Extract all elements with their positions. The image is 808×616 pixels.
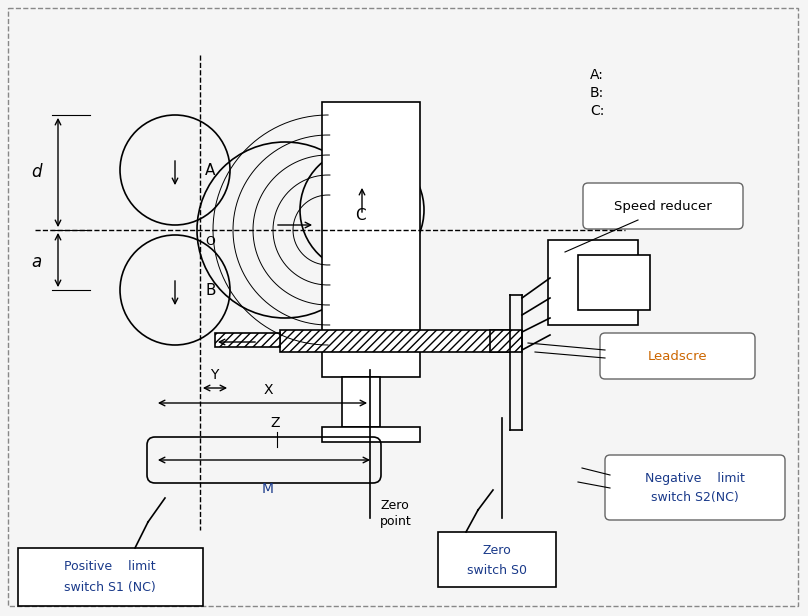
Text: Zero: Zero xyxy=(380,498,409,511)
Text: Speed reducer: Speed reducer xyxy=(614,200,712,213)
Text: a: a xyxy=(32,253,42,271)
Text: Positive    limit: Positive limit xyxy=(64,561,156,573)
Text: B: B xyxy=(205,283,216,298)
Text: O: O xyxy=(205,235,215,248)
Bar xyxy=(548,240,638,325)
Text: Y: Y xyxy=(210,368,218,382)
Bar xyxy=(438,532,556,587)
Text: C:: C: xyxy=(590,104,604,118)
Text: A:: A: xyxy=(590,68,604,82)
FancyBboxPatch shape xyxy=(600,333,755,379)
Bar xyxy=(18,548,203,606)
Text: A: A xyxy=(205,163,216,177)
FancyBboxPatch shape xyxy=(8,8,798,606)
Text: switch S2(NC): switch S2(NC) xyxy=(651,490,739,503)
Bar xyxy=(322,102,420,377)
Text: X: X xyxy=(263,383,273,397)
Bar xyxy=(322,427,420,442)
Text: M: M xyxy=(262,482,274,496)
Text: Leadscre: Leadscre xyxy=(648,349,708,362)
Text: Negative    limit: Negative limit xyxy=(645,471,745,485)
Text: C: C xyxy=(355,208,366,222)
Text: point: point xyxy=(380,516,412,529)
Bar xyxy=(280,330,510,352)
Bar xyxy=(490,330,522,352)
FancyBboxPatch shape xyxy=(605,455,785,520)
Text: B:: B: xyxy=(590,86,604,100)
Text: switch S1 (NC): switch S1 (NC) xyxy=(64,580,156,593)
Bar xyxy=(578,255,650,310)
Text: switch S0: switch S0 xyxy=(467,564,527,577)
Bar xyxy=(215,333,280,347)
Text: Z: Z xyxy=(270,416,280,430)
Text: d: d xyxy=(32,163,42,181)
Bar xyxy=(342,377,380,427)
Text: Zero: Zero xyxy=(482,543,511,556)
FancyBboxPatch shape xyxy=(583,183,743,229)
